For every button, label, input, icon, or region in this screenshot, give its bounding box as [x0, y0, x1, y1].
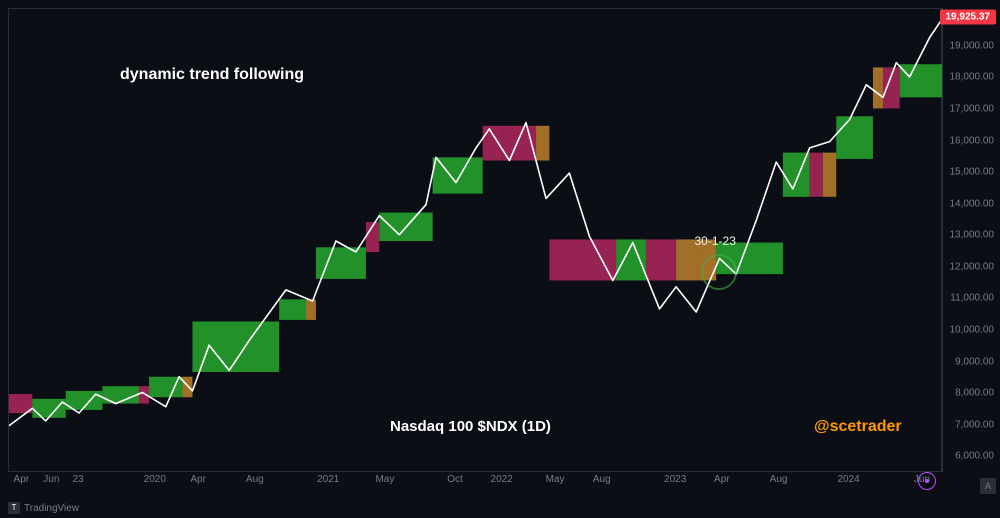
last-price-badge: 19,925.37 — [940, 9, 997, 24]
y-tick-label: 6,000.00 — [955, 451, 994, 462]
x-tick-label: Apr — [190, 474, 206, 485]
y-axis: 19,925.37 6,000.00 7,000.00 8,000.00 9,000.… — [942, 8, 1000, 472]
y-tick-label: 18,000.00 — [950, 72, 995, 83]
x-tick-label: May — [546, 474, 565, 485]
y-tick-label: 10,000.00 — [950, 324, 995, 335]
x-tick-label: Aug — [593, 474, 611, 485]
y-tick-label: 19,000.00 — [950, 40, 995, 51]
x-tick-label: 2024 — [837, 474, 859, 485]
x-tick-label: Apr — [14, 474, 30, 485]
x-tick-label: Aug — [770, 474, 788, 485]
y-tick-label: 15,000.00 — [950, 167, 995, 178]
y-tick-label: 9,000.00 — [955, 356, 994, 367]
date-annotation-label: 30-1-23 — [695, 234, 736, 248]
chart-title: dynamic trend following — [120, 66, 304, 84]
x-tick-label: Aug — [246, 474, 264, 485]
platform-footer: T TradingView — [8, 502, 79, 514]
x-tick-label: 2023 — [664, 474, 686, 485]
author-watermark: @scetrader — [814, 418, 902, 436]
y-tick-label: 8,000.00 — [955, 388, 994, 399]
snapshot-icon[interactable] — [918, 472, 936, 490]
x-tick-label: Apr — [714, 474, 730, 485]
annotation-circle — [701, 254, 737, 290]
chart-subtitle: Nasdaq 100 $NDX (1D) — [390, 418, 551, 435]
y-tick-label: 12,000.00 — [950, 261, 995, 272]
x-tick-label: Jun — [43, 474, 59, 485]
date-annotation: 30-1-23 — [695, 234, 736, 248]
x-tick-label: 2021 — [317, 474, 339, 485]
goto-end-button[interactable]: A — [980, 478, 996, 494]
last-price-value: 19,925.37 — [946, 11, 991, 22]
x-tick-label: May — [375, 474, 394, 485]
y-tick-label: 13,000.00 — [950, 230, 995, 241]
x-axis: Apr Jun 23 2020 Apr Aug 2021 May Oct 2022 May Aug 20… — [8, 472, 942, 494]
x-tick-label: Oct — [447, 474, 463, 485]
x-tick-label: 23 — [72, 474, 83, 485]
x-tick-label: 2022 — [491, 474, 513, 485]
y-tick-label: 14,000.00 — [950, 198, 995, 209]
y-tick-label: 17,000.00 — [950, 104, 995, 115]
tradingview-logo-icon: T — [8, 502, 20, 514]
platform-name: TradingView — [24, 503, 79, 514]
y-tick-label: 16,000.00 — [950, 135, 995, 146]
y-tick-label: 11,000.00 — [950, 293, 994, 304]
x-tick-label: 2020 — [144, 474, 166, 485]
y-tick-label: 7,000.00 — [955, 419, 994, 430]
